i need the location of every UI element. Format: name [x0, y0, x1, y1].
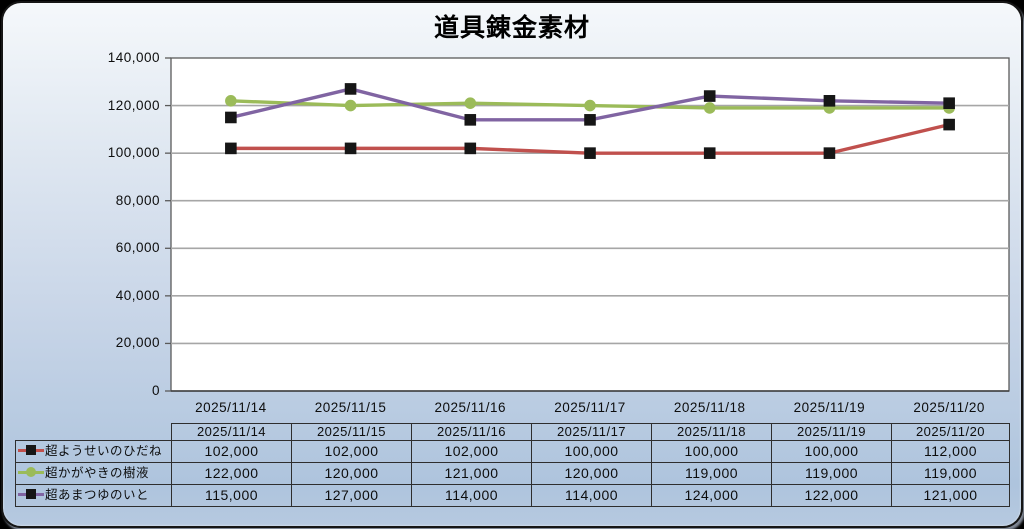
data-point-marker: [344, 83, 357, 95]
price-value-cell: 102,000: [291, 440, 412, 463]
circle-marker-icon: [18, 466, 44, 478]
price-value-cell: 112,000: [891, 440, 1010, 463]
y-axis-label: 140,000: [107, 50, 160, 65]
x-axis-label: 2025/11/16: [434, 400, 507, 415]
y-axis-label: 60,000: [115, 240, 160, 256]
data-point-marker: [584, 114, 596, 126]
price-value-cell: 127,000: [291, 484, 412, 507]
x-axis-label: 2025/11/15: [314, 400, 387, 415]
price-value-cell: 122,000: [171, 462, 292, 485]
table-header-cell: 2025/11/19: [771, 423, 892, 441]
price-value-cell: 100,000: [531, 440, 652, 463]
chart-title: 道具錬金素材: [433, 14, 590, 42]
data-point-marker: [464, 114, 477, 126]
y-axis-label: 120,000: [107, 97, 160, 113]
series-name-label: 超かがやきの樹液: [45, 466, 150, 480]
data-point-marker: [225, 111, 237, 124]
price-value-cell: 100,000: [771, 440, 892, 463]
table-corner-spacer: [16, 424, 172, 441]
data-point-marker: [703, 102, 716, 114]
table-header-cell: 2025/11/14: [171, 423, 292, 441]
data-point-marker: [943, 97, 955, 109]
table-header-row: 2025/11/14 2025/11/15 2025/11/16 2025/11/17…: [16, 423, 1010, 441]
table-row: 超ようせいのひだね 102,000 102,000 102,000 100,000 100…: [15, 440, 1010, 463]
data-point-marker: [344, 99, 357, 112]
x-axis-label: 2025/11/20: [913, 400, 985, 415]
price-value-cell: 119,000: [651, 462, 772, 485]
data-point-marker: [943, 118, 955, 131]
price-value-cell: 102,000: [171, 440, 292, 463]
data-point-marker: [464, 142, 477, 155]
table-header-cell: 2025/11/15: [291, 423, 412, 441]
table-header-cell: 2025/11/16: [411, 423, 532, 441]
table-row: 超かがやきの樹液 122,000 120,000 121,000 120,000 119,…: [15, 462, 1010, 485]
data-point-marker: [344, 142, 357, 155]
y-axis-label: 20,000: [115, 335, 160, 351]
data-point-marker: [823, 147, 836, 159]
series-legend-cell: 超ようせいのひだね: [15, 440, 172, 463]
price-value-cell: 122,000: [771, 484, 892, 507]
y-axis-label: 100,000: [107, 145, 160, 161]
price-value-cell: 100,000: [651, 440, 772, 463]
price-value-cell: 102,000: [411, 440, 532, 463]
price-table: 2025/11/14 2025/11/15 2025/11/16 2025/11/17…: [15, 423, 1010, 507]
data-point-marker: [823, 95, 836, 107]
x-axis-label: 2025/11/18: [673, 400, 746, 415]
price-value-cell: 124,000: [651, 484, 772, 507]
price-value-cell: 121,000: [891, 484, 1010, 507]
square-marker-icon: [18, 444, 44, 456]
price-value-cell: 115,000: [171, 484, 292, 507]
data-point-marker: [225, 95, 237, 107]
price-value-cell: 119,000: [771, 462, 892, 485]
price-value-cell: 114,000: [411, 484, 532, 507]
table-header-cell: 2025/11/17: [531, 423, 652, 441]
price-value-cell: 119,000: [891, 462, 1010, 485]
series-legend-cell: 超あまつゆのいと: [15, 484, 172, 507]
price-value-cell: 121,000: [411, 462, 532, 485]
table-header-cell: 2025/11/18: [651, 423, 772, 441]
data-point-marker: [703, 90, 716, 102]
price-value-cell: 120,000: [291, 462, 412, 485]
x-axis-label: 2025/11/17: [554, 400, 626, 415]
data-point-marker: [464, 97, 477, 109]
data-point-marker: [225, 142, 237, 155]
data-point-marker: [703, 147, 716, 159]
square-marker-icon: [18, 488, 44, 500]
x-axis-label: 2025/11/19: [793, 400, 866, 415]
plot-area: [170, 57, 1010, 392]
table-row: 超あまつゆのいと 115,000 127,000 114,000 114,000 124,…: [15, 484, 1010, 507]
data-point-marker: [584, 147, 596, 159]
series-name-label: 超あまつゆのいと: [45, 488, 150, 502]
series-name-label: 超ようせいのひだね: [45, 444, 163, 458]
price-value-cell: 120,000: [531, 462, 652, 485]
data-point-marker: [584, 99, 596, 112]
price-value-cell: 114,000: [531, 484, 652, 507]
y-axis-label: 40,000: [115, 287, 160, 303]
table-header-cell: 2025/11/20: [891, 423, 1010, 441]
x-axis-label: 2025/11/14: [195, 400, 267, 415]
y-axis-label: 80,000: [115, 192, 160, 208]
y-axis-label: 0: [151, 383, 160, 398]
series-legend-cell: 超かがやきの樹液: [15, 462, 172, 485]
